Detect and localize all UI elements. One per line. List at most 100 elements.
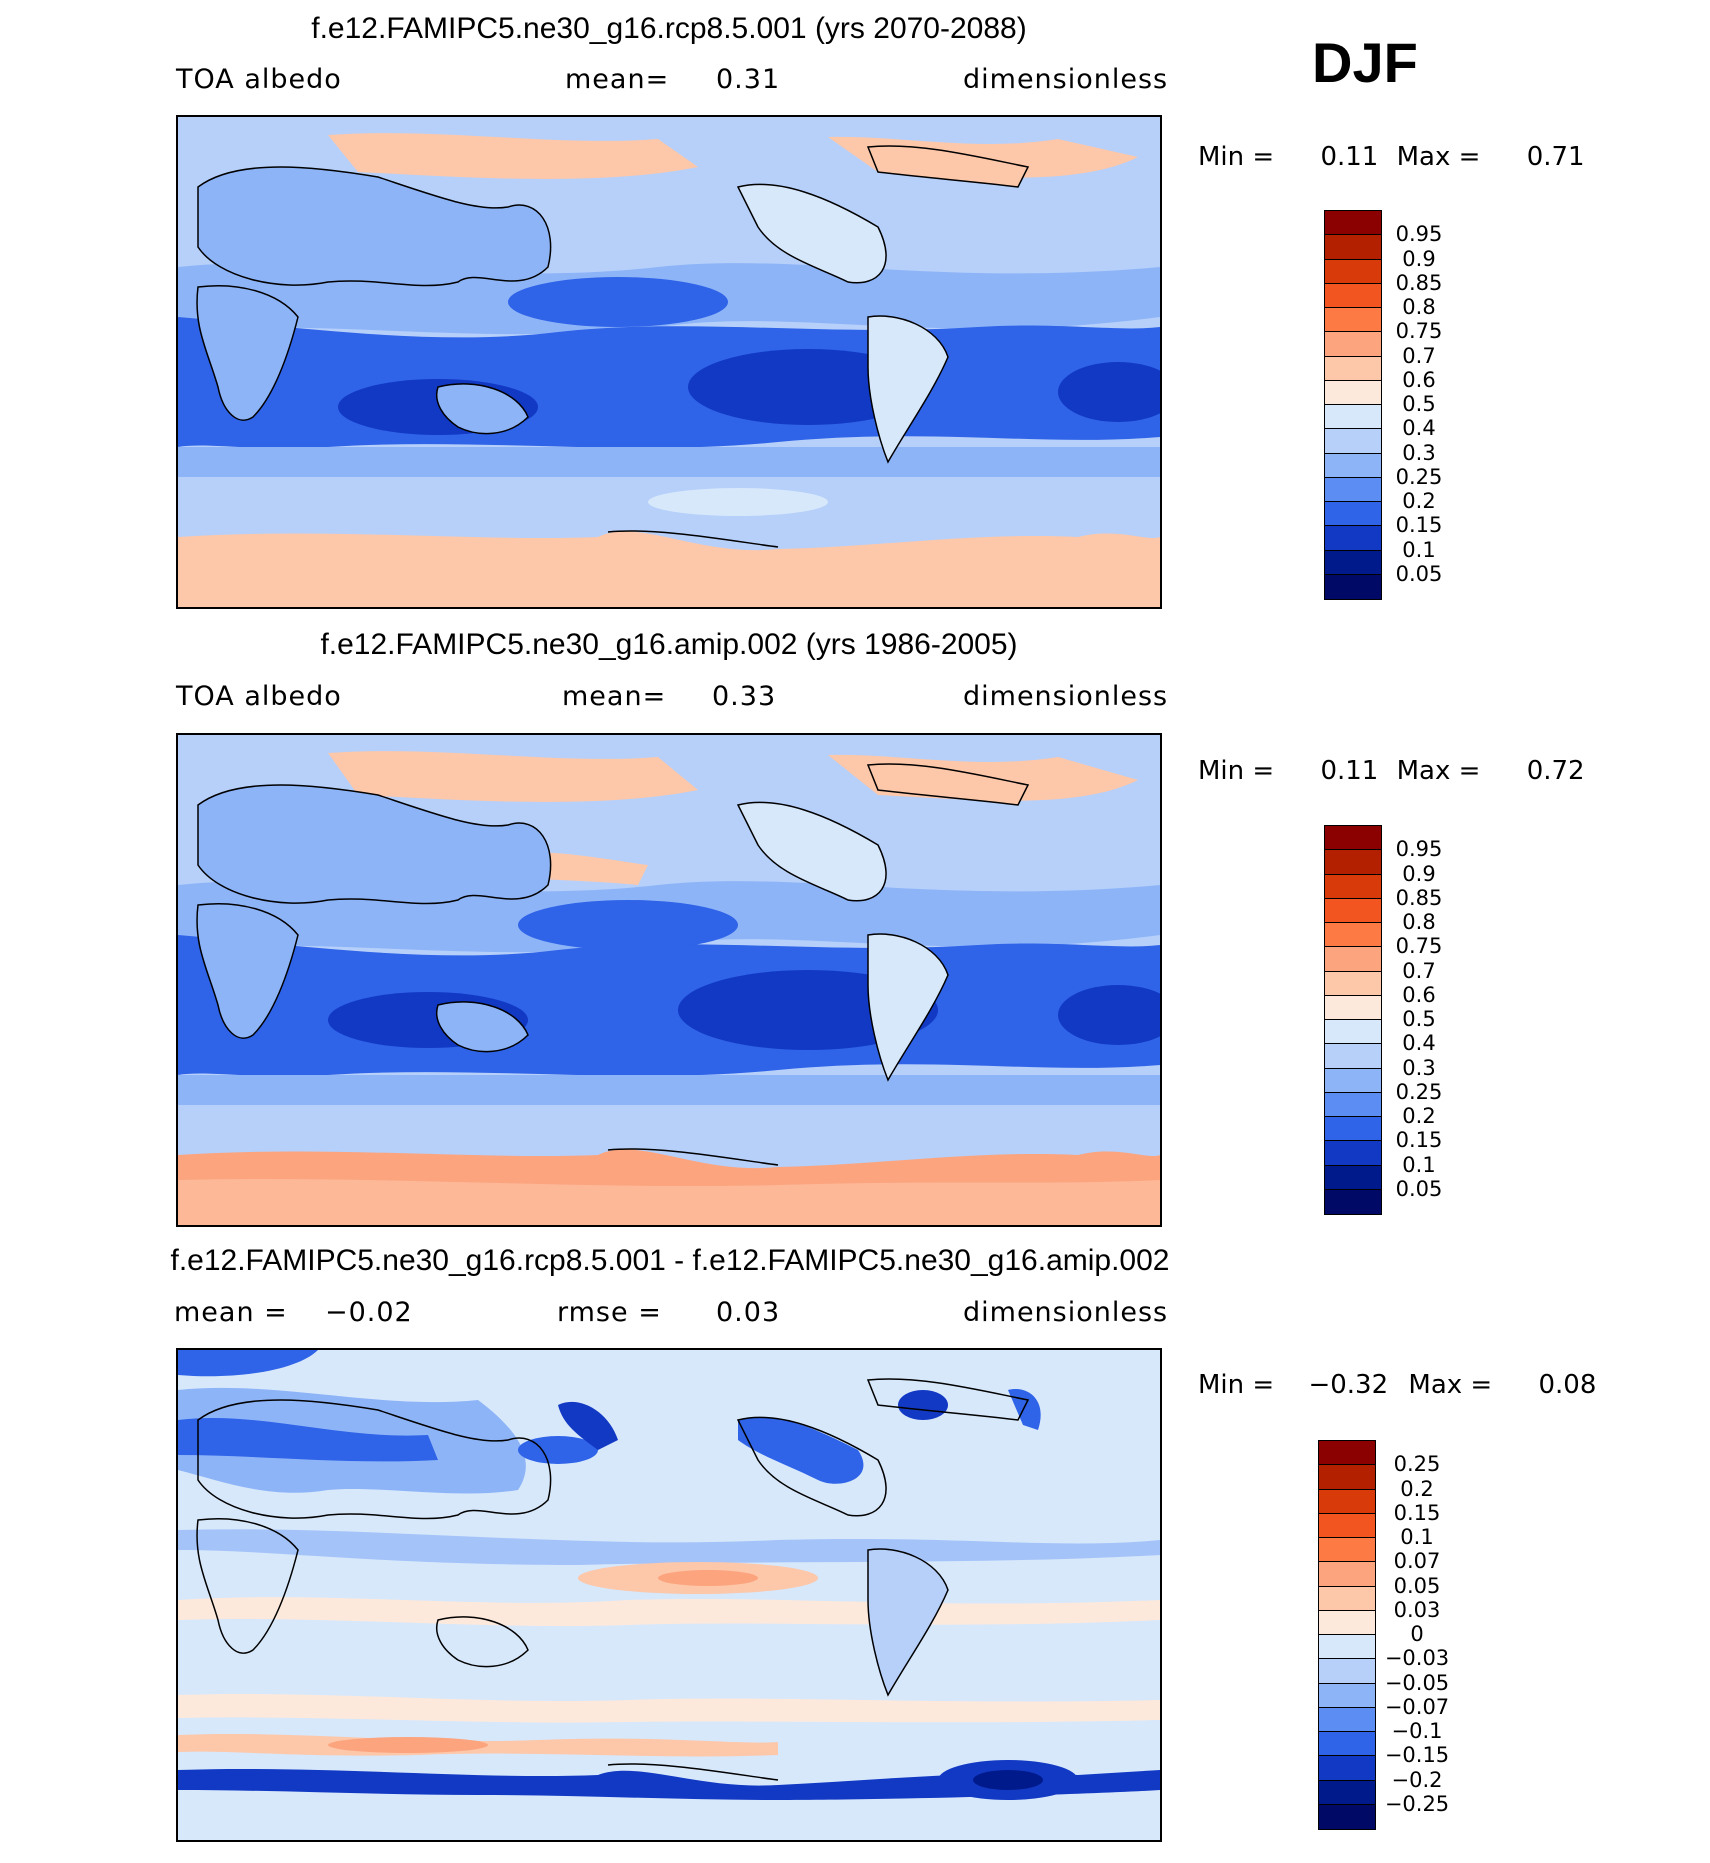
colorbar-cell: [1319, 1683, 1375, 1708]
colorbar-tick-label: 0.8: [1402, 295, 1436, 319]
colorbar-tick-label: 0.95: [1395, 222, 1443, 247]
panel-3-mean-label: mean =: [174, 1297, 288, 1328]
colorbar-cell: [1325, 477, 1381, 502]
panel-2-max-label: Max =: [1396, 756, 1481, 786]
colorbar-tick-label: −0.05: [1384, 1670, 1450, 1695]
colorbar-cell: [1325, 574, 1381, 599]
colorbar-cell: [1325, 332, 1381, 357]
panel-3-map-svg: [178, 1350, 1160, 1840]
colorbar-cell: [1319, 1538, 1375, 1563]
panel-1-colorbar-labels: 0.95 0.9 0.85 0.8 0.75 0.7 0.6 0.5 0.4 0.3 0.25 0.2…: [1374, 210, 1484, 600]
panel-3-map: [176, 1348, 1162, 1842]
panel-3-units: dimensionless: [963, 1297, 1169, 1328]
panel-2-mean-label: mean=: [562, 681, 667, 712]
colorbar-tick-label: 0.5: [1402, 392, 1436, 416]
panel-2-variable-label: TOA albedo: [176, 681, 342, 712]
panel-1-mean-value: 0.31: [716, 64, 781, 95]
colorbar-tick-label: 0.15: [1395, 513, 1443, 538]
panel-3-title: f.e12.FAMIPC5.ne30_g16.rcp8.5.001 - f.e1…: [170, 1244, 1170, 1277]
colorbar-cell: [1319, 1732, 1375, 1757]
colorbar-tick-label: 0.2: [1402, 489, 1436, 513]
colorbar-cell: [1325, 947, 1381, 972]
panel-3-max-value: 0.08: [1538, 1370, 1597, 1400]
colorbar-tick-label: 0.85: [1395, 885, 1443, 910]
colorbar-tick-label: −0.2: [1391, 1767, 1443, 1792]
colorbar-tick-label: 0.85: [1395, 270, 1443, 295]
season-label: DJF: [1312, 31, 1418, 94]
colorbar-cell: [1325, 850, 1381, 875]
colorbar-tick-label: −0.25: [1384, 1791, 1450, 1816]
colorbar-cell: [1325, 1020, 1381, 1045]
panel-1-max-value: 0.71: [1526, 142, 1585, 172]
colorbar-cell: [1319, 1465, 1375, 1490]
colorbar-tick-label: −0.07: [1384, 1694, 1450, 1719]
colorbar-tick-label: 0.6: [1402, 982, 1436, 1007]
colorbar-tick-label: 0.07: [1393, 1549, 1441, 1574]
panel-2-units: dimensionless: [963, 681, 1169, 712]
colorbar-cell: [1325, 259, 1381, 284]
colorbar-tick-label: 0.1: [1402, 1152, 1436, 1177]
panel-2-mean-value: 0.33: [712, 681, 777, 712]
colorbar-tick-label: 0.25: [1395, 1079, 1443, 1104]
colorbar-cell: [1325, 429, 1381, 454]
colorbar-tick-label: 0.7: [1402, 958, 1436, 983]
colorbar-tick-label: −0.15: [1384, 1743, 1450, 1768]
colorbar-tick-label: 0.25: [1393, 1452, 1441, 1477]
colorbar-cell: [1325, 235, 1381, 260]
panel-3-colorbar-labels: 0.25 0.2 0.15 0.1 0.07 0.05 0.03 0 −0.03 −0.05 −0.…: [1372, 1440, 1482, 1830]
colorbar-cell: [1319, 1586, 1375, 1611]
colorbar-cell: [1319, 1659, 1375, 1684]
panel-2-map: [176, 733, 1162, 1227]
colorbar-tick-label: 0.95: [1395, 837, 1443, 862]
colorbar-cell: [1325, 211, 1381, 236]
panel-3-rmse-label: rmse =: [557, 1297, 662, 1328]
colorbar-cell: [1325, 1092, 1381, 1117]
colorbar-cell: [1325, 1189, 1381, 1214]
colorbar-tick-label: 0.25: [1395, 464, 1443, 489]
panel-3-mean-value: −0.02: [325, 1297, 413, 1328]
colorbar-tick-label: 0.05: [1395, 1176, 1443, 1201]
panel-1-map: [176, 115, 1162, 609]
colorbar-tick-label: 0.9: [1402, 246, 1436, 271]
panel-3-max-label: Max =: [1408, 1370, 1493, 1400]
colorbar-tick-label: 0.4: [1402, 416, 1436, 441]
panel-3-rmse-value: 0.03: [716, 1297, 781, 1328]
panel-2-minmax: Min = 0.11 Max = 0.72: [1198, 756, 1585, 786]
panel-3-min-label: Min =: [1198, 1370, 1275, 1400]
colorbar-cell: [1325, 1068, 1381, 1093]
colorbar-cell: [1325, 502, 1381, 527]
colorbar-cell: [1325, 923, 1381, 948]
colorbar-tick-label: 0.6: [1402, 367, 1436, 392]
colorbar-cell: [1325, 405, 1381, 430]
colorbar-cell: [1325, 453, 1381, 478]
panel-1-min-value: 0.11: [1320, 142, 1379, 172]
colorbar-cell: [1325, 826, 1381, 851]
colorbar-tick-label: 0.3: [1402, 440, 1436, 465]
colorbar-cell: [1325, 550, 1381, 575]
colorbar-cell: [1319, 1610, 1375, 1635]
colorbar-tick-label: 0.4: [1402, 1031, 1436, 1056]
colorbar-tick-label: 0.15: [1395, 1128, 1443, 1153]
panel-2-min-value: 0.11: [1320, 756, 1379, 786]
panel-3-min-value: −0.32: [1308, 1370, 1389, 1400]
colorbar-cell: [1325, 1117, 1381, 1142]
panel-1-map-svg: [178, 117, 1160, 607]
colorbar-tick-label: −0.1: [1391, 1719, 1443, 1743]
colorbar-cell: [1319, 1804, 1375, 1829]
panel-1-units: dimensionless: [963, 64, 1169, 95]
colorbar-cell: [1319, 1635, 1375, 1660]
panel-2-map-svg: [178, 735, 1160, 1225]
colorbar-tick-label: 0.2: [1402, 1104, 1436, 1128]
colorbar-tick-label: 0.1: [1402, 537, 1436, 562]
colorbar-cell: [1319, 1513, 1375, 1538]
colorbar-tick-label: 0.3: [1402, 1055, 1436, 1080]
colorbar-cell: [1319, 1756, 1375, 1781]
colorbar-cell: [1325, 283, 1381, 308]
colorbar-cell: [1325, 1141, 1381, 1166]
panel-2-title: f.e12.FAMIPC5.ne30_g16.amip.002 (yrs 198…: [320, 628, 1018, 661]
colorbar-tick-label: 0.1: [1400, 1525, 1434, 1549]
colorbar-cell: [1325, 874, 1381, 899]
colorbar-cell: [1325, 898, 1381, 923]
colorbar-cell: [1325, 1044, 1381, 1069]
colorbar-cell: [1319, 1707, 1375, 1732]
